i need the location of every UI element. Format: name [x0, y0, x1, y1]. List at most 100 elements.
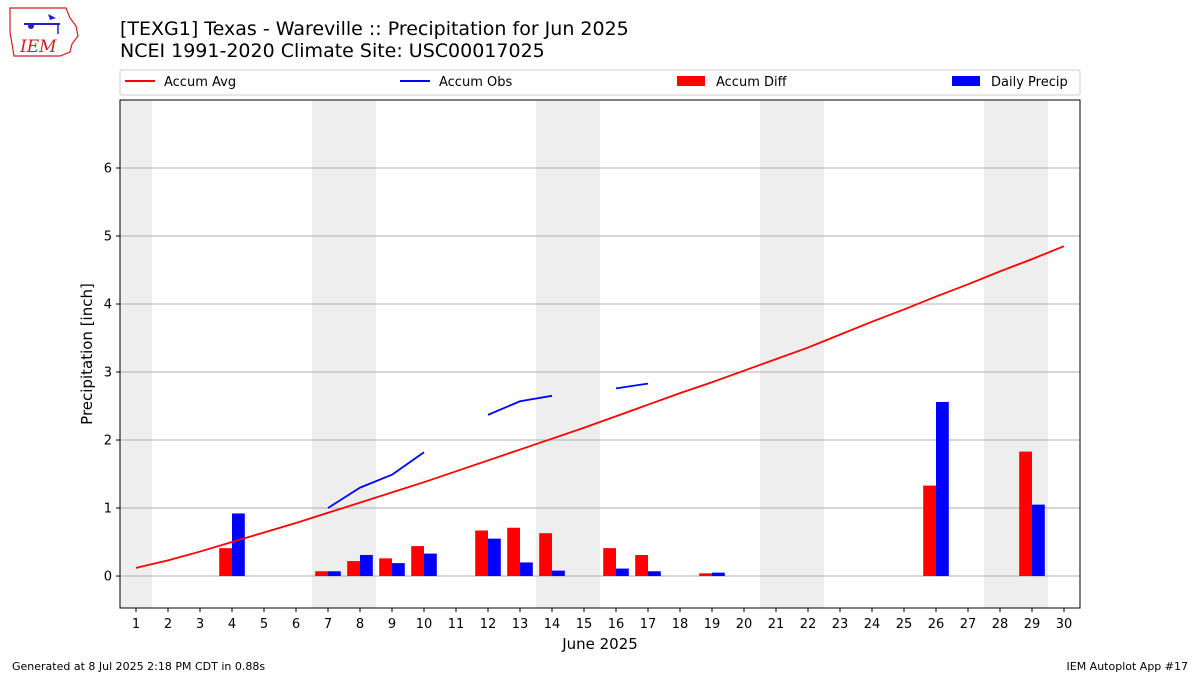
x-tick-label-8: 8	[356, 617, 364, 632]
weekend-band-3	[536, 100, 600, 608]
weekend-band-1	[120, 100, 152, 608]
footer-generated: Generated at 8 Jul 2025 2:18 PM CDT in 0…	[12, 660, 265, 673]
x-tick-label-9: 9	[388, 617, 396, 632]
x-tick-label-30: 30	[1056, 617, 1073, 632]
y-tick-label-0: 0	[104, 570, 112, 585]
x-tick-label-26: 26	[928, 617, 945, 632]
x-tick-label-13: 13	[512, 617, 529, 632]
accum-obs-line-segment-1	[327, 451, 425, 509]
accum-diff-bar-8	[347, 561, 360, 577]
bars	[219, 401, 1045, 577]
accum-avg-line-segment-1	[135, 245, 1065, 569]
accum-diff-bar-19	[699, 573, 712, 577]
accum-diff-bar-9	[379, 558, 392, 577]
daily-precip-bar-8	[360, 554, 373, 577]
legend-frame	[119, 69, 1081, 96]
x-tick-label-11: 11	[448, 617, 465, 632]
weekend-band-2	[312, 100, 376, 608]
x-tick-label-7: 7	[324, 617, 332, 632]
daily-precip-bar-4	[232, 513, 245, 577]
series-lines	[135, 245, 1065, 569]
y-tick-label-3: 3	[104, 366, 112, 381]
daily-precip-bar-26	[936, 401, 949, 577]
x-tick-label-5: 5	[260, 617, 268, 632]
x-tick-label-22: 22	[800, 617, 817, 632]
x-tick-label-29: 29	[1024, 617, 1041, 632]
x-tick-label-3: 3	[196, 617, 204, 632]
x-tick-label-24: 24	[864, 617, 881, 632]
x-tick-label-18: 18	[672, 617, 689, 632]
x-axis: 1 2 3 4 5 6 7 8 9 10 11 12 13 14 15 16 17 18 19 20 21 22 23 24 2…	[132, 608, 1072, 632]
legend-item-accum-avg: Accum Avg	[125, 75, 236, 90]
x-axis-label: June 2025	[561, 635, 638, 653]
accum-diff-bar-16	[603, 548, 616, 577]
iem-logo: IEM	[9, 7, 79, 57]
legend-label-accum-diff: Accum Diff	[716, 75, 788, 90]
logo-text: IEM	[19, 37, 57, 57]
y-tick-label-1: 1	[104, 502, 112, 517]
accum-diff-bar-4	[219, 548, 232, 577]
y-tick-label-6: 6	[104, 162, 112, 177]
accum-diff-bar-29	[1019, 451, 1032, 577]
legend-label-daily-precip: Daily Precip	[991, 75, 1068, 90]
x-tick-label-4: 4	[228, 617, 236, 632]
iowa-state-weather-icon	[9, 7, 79, 57]
legend-item-accum-obs: Accum Obs	[400, 75, 512, 90]
plot-frame	[119, 99, 1081, 609]
y-tick-label-4: 4	[104, 298, 112, 313]
x-tick-label-27: 27	[960, 617, 977, 632]
daily-precip-bar-7	[328, 571, 341, 577]
x-tick-label-20: 20	[736, 617, 753, 632]
x-tick-label-28: 28	[992, 617, 1009, 632]
daily-precip-bar-12	[488, 538, 501, 577]
x-tick-label-19: 19	[704, 617, 721, 632]
footer-app: IEM Autoplot App #17	[1067, 660, 1189, 673]
accum-diff-bar-12	[475, 530, 488, 577]
daily-precip-bar-29	[1032, 504, 1045, 577]
accum-diff-bar-14	[539, 533, 552, 577]
accum-obs-line-segment-3	[615, 382, 649, 390]
accum-obs-line-segment-2	[487, 394, 553, 416]
x-tick-label-23: 23	[832, 617, 849, 632]
accum-diff-bar-17	[635, 554, 648, 577]
daily-precip-bar-9	[392, 563, 405, 577]
x-tick-label-16: 16	[608, 617, 625, 632]
x-tick-label-2: 2	[164, 617, 172, 632]
x-tick-label-15: 15	[576, 617, 593, 632]
accum-diff-bar-13	[507, 527, 520, 577]
legend-label-accum-obs: Accum Obs	[439, 75, 512, 90]
accum-diff-bar-7	[315, 571, 328, 577]
y-tick-label-5: 5	[104, 230, 112, 245]
x-tick-label-21: 21	[768, 617, 785, 632]
y-tick-label-2: 2	[104, 434, 112, 449]
daily-precip-bar-14	[552, 570, 565, 577]
y-axis-label: Precipitation [inch]	[78, 283, 96, 425]
weekend-bands	[120, 100, 1048, 608]
x-tick-label-14: 14	[544, 617, 561, 632]
gridlines	[120, 167, 1080, 577]
daily-precip-bar-17	[648, 571, 661, 577]
chart-subtitle: NCEI 1991-2020 Climate Site: USC00017025	[120, 40, 545, 62]
x-tick-label-10: 10	[416, 617, 433, 632]
legend-label-accum-avg: Accum Avg	[164, 75, 236, 90]
daily-precip-bar-10	[424, 553, 437, 577]
legend-item-daily-precip: Daily Precip	[952, 75, 1068, 90]
x-tick-label-6: 6	[292, 617, 300, 632]
daily-precip-bar-16	[616, 568, 629, 577]
daily-precip-bar-13	[520, 562, 533, 577]
x-tick-label-1: 1	[132, 617, 140, 632]
y-axis: 0 1 2 3 4 5 6	[104, 162, 120, 585]
legend-swatch-daily-precip	[952, 76, 980, 86]
legend-item-accum-diff: Accum Diff	[677, 75, 788, 90]
x-tick-label-17: 17	[640, 617, 657, 632]
plot-area: 1 2 3 4 5 6 7 8 9 10 11 12 13 14 15 16 17 18 19 20 21 22 23 24 2…	[104, 99, 1081, 632]
x-tick-label-25: 25	[896, 617, 913, 632]
accum-diff-bar-10	[411, 546, 424, 577]
legend-swatch-accum-diff	[677, 76, 705, 86]
daily-precip-bar-19	[712, 572, 725, 577]
accum-diff-bar-26	[923, 485, 936, 577]
legend: Accum Avg Accum Obs Accum Diff Daily Precip	[119, 69, 1081, 96]
x-tick-label-12: 12	[480, 617, 497, 632]
chart-title: [TEXG1] Texas - Wareville :: Precipitati…	[120, 18, 629, 40]
